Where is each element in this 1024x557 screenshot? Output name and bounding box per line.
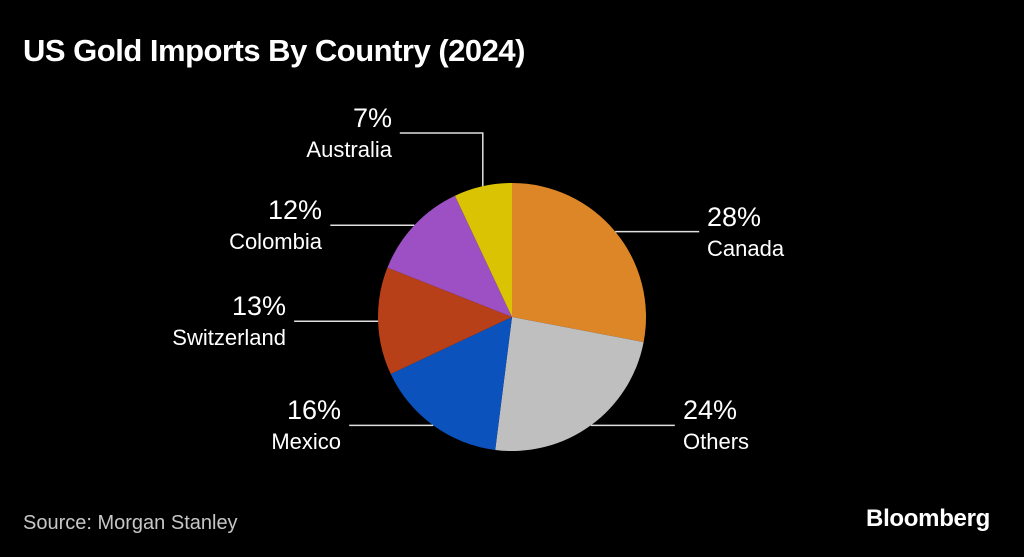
pie-slice-switzerland <box>377 267 512 375</box>
slice-label-australia: 7% Australia <box>306 105 392 161</box>
slice-label-mexico: 16% Mexico <box>271 397 341 453</box>
pie-slice-others <box>495 317 644 451</box>
slice-label-switzerland: 13% Switzerland <box>172 293 286 349</box>
slice-value-mexico: 16% <box>286 395 341 425</box>
slice-name-australia: Australia <box>306 137 392 162</box>
slice-value-others: 24% <box>683 395 738 425</box>
pie-slice-australia <box>454 183 512 317</box>
slice-name-colombia: Colombia <box>229 229 322 254</box>
slice-label-canada: 28% Canada <box>707 204 784 260</box>
slice-label-others: 24% Others <box>683 397 749 453</box>
slice-name-others: Others <box>683 429 750 454</box>
slice-value-australia: 7% <box>352 103 392 133</box>
source-text: Source: Morgan Stanley <box>23 512 238 534</box>
chart-title: US Gold Imports By Country (2024) <box>23 33 525 68</box>
slice-value-canada: 28% <box>707 202 762 232</box>
leader-line-australia <box>399 132 484 187</box>
pie-slice-canada <box>512 183 647 343</box>
slice-label-colombia: 12% Colombia <box>229 197 322 253</box>
slice-value-colombia: 12% <box>267 195 322 225</box>
pie-slice-mexico <box>390 317 512 450</box>
slice-value-switzerland: 13% <box>231 291 286 321</box>
slice-name-canada: Canada <box>707 236 785 261</box>
slice-name-mexico: Mexico <box>271 429 341 454</box>
slice-name-switzerland: Switzerland <box>172 325 286 350</box>
bloomberg-logo: Bloomberg <box>866 505 990 532</box>
pie-slice-colombia <box>387 195 512 317</box>
